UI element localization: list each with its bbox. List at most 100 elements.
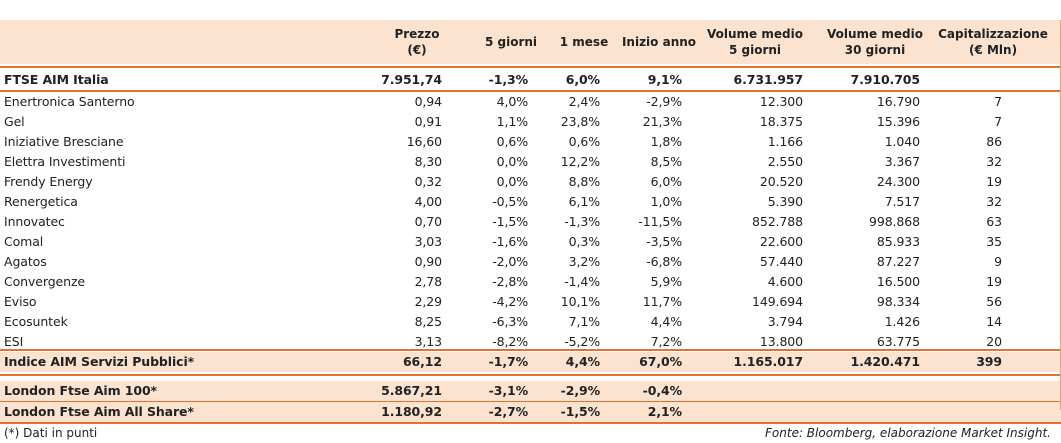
index-row: FTSE AIM Italia 7.951,74 -1,3% 6,0% 9,1%… bbox=[0, 70, 1061, 90]
source-note: Fonte: Bloomberg, elaborazione Market In… bbox=[765, 426, 1051, 440]
row-volume-5: 149.694 bbox=[752, 294, 803, 309]
row-name: Eviso bbox=[4, 294, 37, 309]
row-volume-5: 22.600 bbox=[759, 234, 803, 249]
row-1-mese: 8,8% bbox=[568, 174, 600, 189]
row-1-mese: 2,4% bbox=[568, 94, 600, 109]
row-1-mese: 3,2% bbox=[568, 254, 600, 269]
row-1-mese: 0,6% bbox=[568, 134, 600, 149]
header-prezzo-line2: (€) bbox=[407, 43, 427, 57]
row-name: Ecosuntek bbox=[4, 314, 68, 329]
row-name: Convergenze bbox=[4, 274, 86, 289]
row-5-giorni: 0,0% bbox=[496, 154, 528, 169]
row-capitalizzazione: 19 bbox=[986, 174, 1002, 189]
row-name: Iniziative Bresciane bbox=[4, 134, 124, 149]
row-5-giorni: -0,5% bbox=[492, 194, 528, 209]
row-volume-5: 1.166 bbox=[767, 134, 803, 149]
rule-line bbox=[0, 90, 1061, 92]
row-5-giorni: -1,7% bbox=[488, 354, 528, 369]
row-volume-30: 24.300 bbox=[876, 174, 920, 189]
row-prezzo: 3,13 bbox=[414, 334, 443, 349]
header-prezzo: Prezzo (€) bbox=[385, 20, 449, 64]
row-inizio-anno: 4,4% bbox=[650, 314, 682, 329]
row-5-giorni: -2,0% bbox=[492, 254, 528, 269]
row-name: London Ftse Aim 100* bbox=[4, 383, 157, 398]
row-5-giorni: 0,0% bbox=[496, 174, 528, 189]
table-row: Enertronica Santerno 0,94 4,0% 2,4% -2,9% 12.… bbox=[0, 92, 1061, 112]
row-volume-30: 1.040 bbox=[884, 134, 920, 149]
table-row: Ecosuntek 8,25 -6,3% 7,1% 4,4% 3.794 1.426 14 bbox=[0, 312, 1061, 332]
row-1-mese: -1,5% bbox=[560, 404, 600, 419]
row-inizio-anno: 1,8% bbox=[650, 134, 682, 149]
row-prezzo: 0,70 bbox=[414, 214, 443, 229]
row-1-mese: 12,2% bbox=[560, 154, 600, 169]
header-5-giorni-label: 5 giorni bbox=[484, 35, 538, 49]
row-name: Renergetica bbox=[4, 194, 78, 209]
header-1-mese: 1 mese bbox=[552, 20, 616, 64]
row-5-giorni: -1,3% bbox=[488, 72, 528, 87]
row-name: Enertronica Santerno bbox=[4, 94, 135, 109]
row-prezzo: 2,29 bbox=[414, 294, 443, 309]
row-inizio-anno: 1,0% bbox=[650, 194, 682, 209]
row-name: London Ftse Aim All Share* bbox=[4, 404, 194, 419]
row-inizio-anno: -2,9% bbox=[646, 94, 682, 109]
sector-row: Indice AIM Servizi Pubblici* 66,12 -1,7%… bbox=[0, 352, 1061, 372]
row-volume-5: 13.800 bbox=[759, 334, 803, 349]
row-capitalizzazione: 399 bbox=[976, 354, 1002, 369]
row-name: Frendy Energy bbox=[4, 174, 93, 189]
row-inizio-anno: 6,0% bbox=[650, 174, 682, 189]
row-inizio-anno: 67,0% bbox=[639, 354, 682, 369]
table-row: Innovatec 0,70 -1,5% -1,3% -11,5% 852.788 998.… bbox=[0, 212, 1061, 232]
row-1-mese: -5,2% bbox=[564, 334, 600, 349]
row-prezzo: 8,30 bbox=[414, 154, 443, 169]
row-volume-30: 87.227 bbox=[876, 254, 920, 269]
row-capitalizzazione: 86 bbox=[986, 134, 1002, 149]
row-volume-30: 1.420.471 bbox=[850, 354, 921, 369]
header-1-mese-label: 1 mese bbox=[559, 35, 609, 49]
row-volume-30: 1.426 bbox=[884, 314, 920, 329]
london-row: London Ftse Aim All Share* 1.180,92 -2,7… bbox=[0, 402, 1061, 422]
row-inizio-anno: 7,2% bbox=[650, 334, 682, 349]
row-1-mese: 7,1% bbox=[568, 314, 600, 329]
header-volume-30-line2: 30 giorni bbox=[844, 43, 906, 57]
row-prezzo: 0,94 bbox=[414, 94, 443, 109]
row-volume-30: 16.790 bbox=[876, 94, 920, 109]
row-volume-5: 18.375 bbox=[759, 114, 803, 129]
header-capitalizzazione: Capitalizzazione (€ Mln) bbox=[930, 20, 1056, 64]
table-row: Comal 3,03 -1,6% 0,3% -3,5% 22.600 85.933 35 bbox=[0, 232, 1061, 252]
row-inizio-anno: -6,8% bbox=[646, 254, 682, 269]
row-1-mese: -1,3% bbox=[564, 214, 600, 229]
row-prezzo: 16,60 bbox=[406, 134, 442, 149]
row-capitalizzazione: 35 bbox=[986, 234, 1002, 249]
row-1-mese: 0,3% bbox=[568, 234, 600, 249]
header-volume-30: Volume medio 30 giorni bbox=[818, 20, 932, 64]
rule-line bbox=[0, 66, 1061, 68]
row-prezzo: 5.867,21 bbox=[381, 383, 442, 398]
row-capitalizzazione: 19 bbox=[986, 274, 1002, 289]
table-header bbox=[0, 20, 1061, 64]
row-capitalizzazione: 56 bbox=[986, 294, 1002, 309]
row-volume-5: 4.600 bbox=[767, 274, 803, 289]
header-inizio-anno: Inizio anno bbox=[616, 20, 702, 64]
row-name: Indice AIM Servizi Pubblici* bbox=[4, 354, 195, 369]
row-volume-5: 6.731.957 bbox=[733, 72, 804, 87]
row-capitalizzazione: 63 bbox=[986, 214, 1002, 229]
row-volume-5: 852.788 bbox=[752, 214, 803, 229]
row-volume-5: 5.390 bbox=[767, 194, 803, 209]
row-volume-30: 98.334 bbox=[876, 294, 920, 309]
footnote: (*) Dati in punti bbox=[4, 426, 98, 440]
row-1-mese: 6,0% bbox=[565, 72, 600, 87]
header-5-giorni: 5 giorni bbox=[470, 20, 552, 64]
row-volume-30: 85.933 bbox=[876, 234, 920, 249]
row-capitalizzazione: 20 bbox=[986, 334, 1002, 349]
row-inizio-anno: -11,5% bbox=[638, 214, 682, 229]
row-prezzo: 66,12 bbox=[402, 354, 442, 369]
row-5-giorni: -1,6% bbox=[492, 234, 528, 249]
row-1-mese: 10,1% bbox=[560, 294, 600, 309]
header-volume-5-line2: 5 giorni bbox=[728, 43, 782, 57]
row-5-giorni: -2,8% bbox=[492, 274, 528, 289]
row-prezzo: 0,90 bbox=[414, 254, 443, 269]
row-prezzo: 8,25 bbox=[414, 314, 443, 329]
row-name: Agatos bbox=[4, 254, 47, 269]
row-name: Gel bbox=[4, 114, 25, 129]
row-name: Innovatec bbox=[4, 214, 65, 229]
